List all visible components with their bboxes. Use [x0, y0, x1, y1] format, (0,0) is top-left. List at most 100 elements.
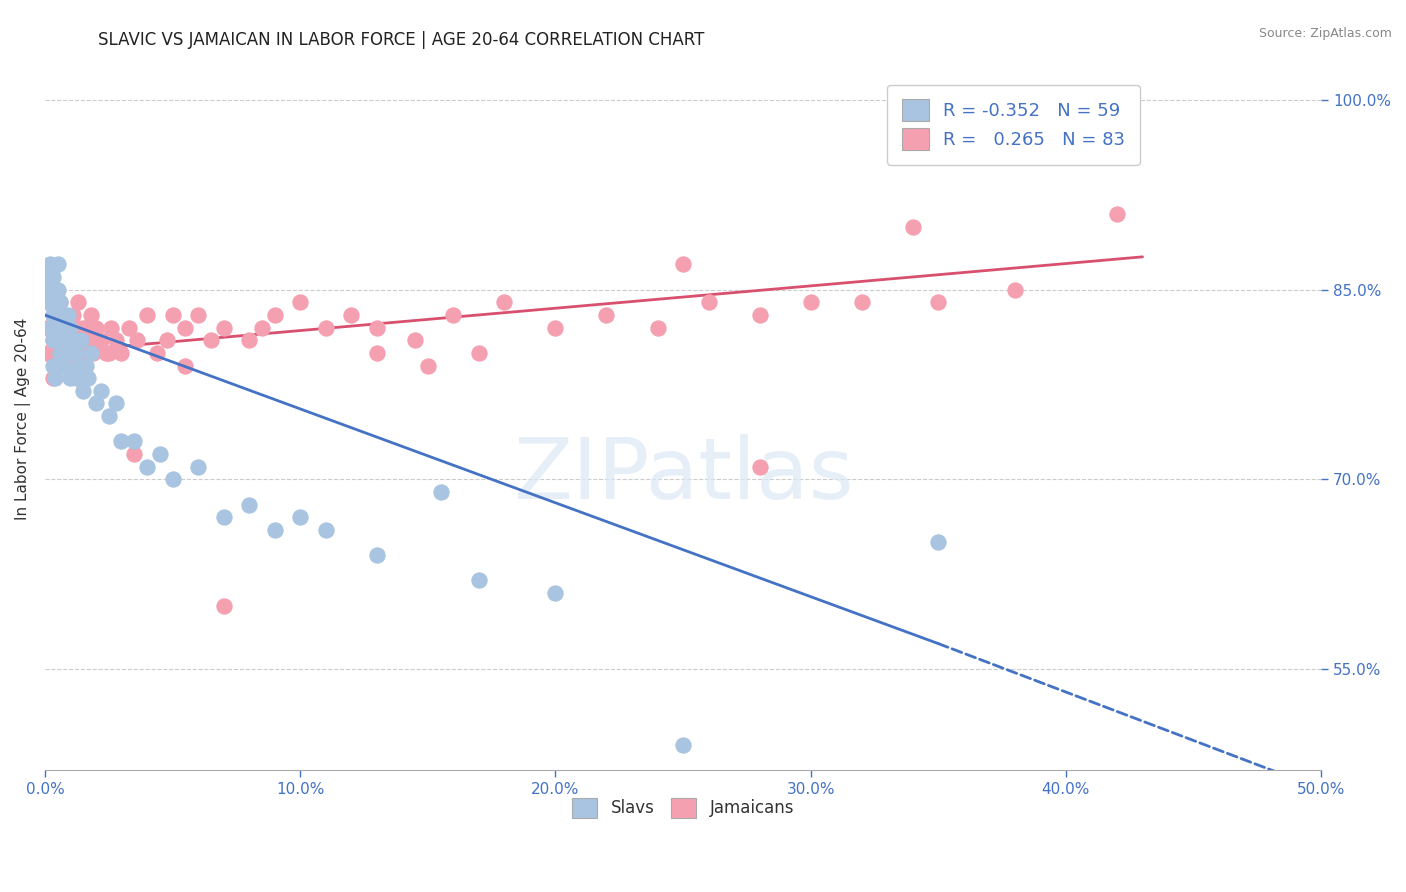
- Point: [52, 333, 75, 347]
- Point: [72, 346, 94, 360]
- Point: [44, 320, 66, 334]
- Text: SLAVIC VS JAMAICAN IN LABOR FORCE | AGE 20-64 CORRELATION CHART: SLAVIC VS JAMAICAN IN LABOR FORCE | AGE …: [98, 31, 704, 49]
- Point: [200, 333, 222, 347]
- Point: [44, 295, 66, 310]
- Point: [39, 257, 62, 271]
- Point: [174, 320, 197, 334]
- Point: [56, 308, 79, 322]
- Text: ZIPatlas: ZIPatlas: [513, 434, 853, 516]
- Point: [46, 333, 69, 347]
- Point: [97, 346, 120, 360]
- Point: [174, 359, 197, 373]
- Point: [212, 320, 235, 334]
- Point: [41, 270, 63, 285]
- Point: [59, 346, 82, 360]
- Point: [67, 359, 90, 373]
- Point: [136, 459, 159, 474]
- Point: [156, 333, 179, 347]
- Point: [94, 346, 117, 360]
- Point: [46, 308, 69, 322]
- Point: [901, 219, 924, 234]
- Point: [238, 498, 260, 512]
- Point: [118, 320, 141, 334]
- Point: [49, 346, 72, 360]
- Point: [136, 308, 159, 322]
- Point: [84, 396, 107, 410]
- Text: Source: ZipAtlas.com: Source: ZipAtlas.com: [1258, 27, 1392, 40]
- Point: [288, 510, 311, 524]
- Point: [238, 333, 260, 347]
- Point: [288, 295, 311, 310]
- Point: [41, 371, 63, 385]
- Point: [212, 599, 235, 613]
- Point: [672, 738, 695, 752]
- Point: [595, 308, 617, 322]
- Point: [125, 333, 148, 347]
- Point: [100, 320, 122, 334]
- Point: [162, 308, 184, 322]
- Point: [39, 320, 62, 334]
- Point: [75, 359, 97, 373]
- Point: [49, 295, 72, 310]
- Point: [52, 333, 75, 347]
- Point: [146, 346, 169, 360]
- Point: [494, 295, 516, 310]
- Point: [404, 333, 426, 347]
- Point: [37, 270, 59, 285]
- Point: [77, 371, 100, 385]
- Point: [672, 257, 695, 271]
- Point: [1004, 283, 1026, 297]
- Point: [122, 447, 145, 461]
- Point: [46, 308, 69, 322]
- Point: [41, 308, 63, 322]
- Point: [41, 359, 63, 373]
- Point: [41, 333, 63, 347]
- Point: [77, 333, 100, 347]
- Point: [39, 283, 62, 297]
- Point: [429, 484, 451, 499]
- Point: [46, 283, 69, 297]
- Point: [53, 320, 76, 334]
- Point: [263, 308, 285, 322]
- Point: [59, 320, 82, 334]
- Point: [59, 320, 82, 334]
- Point: [315, 523, 337, 537]
- Point: [162, 472, 184, 486]
- Point: [62, 308, 84, 322]
- Point: [212, 510, 235, 524]
- Point: [53, 320, 76, 334]
- Point: [56, 333, 79, 347]
- Point: [59, 346, 82, 360]
- Point: [647, 320, 669, 334]
- Point: [65, 371, 87, 385]
- Point: [441, 308, 464, 322]
- Point: [366, 320, 388, 334]
- Point: [52, 333, 75, 347]
- Point: [41, 333, 63, 347]
- Point: [46, 359, 69, 373]
- Point: [697, 295, 720, 310]
- Point: [67, 295, 90, 310]
- Point: [62, 333, 84, 347]
- Point: [59, 371, 82, 385]
- Point: [75, 320, 97, 334]
- Point: [122, 434, 145, 449]
- Point: [65, 346, 87, 360]
- Point: [105, 333, 128, 347]
- Point: [84, 320, 107, 334]
- Point: [187, 459, 209, 474]
- Point: [49, 295, 72, 310]
- Point: [56, 333, 79, 347]
- Point: [44, 346, 66, 360]
- Point: [52, 308, 75, 322]
- Point: [544, 586, 567, 600]
- Point: [110, 346, 132, 360]
- Point: [39, 295, 62, 310]
- Point: [250, 320, 273, 334]
- Point: [82, 346, 104, 360]
- Point: [52, 308, 75, 322]
- Legend: Slavs, Jamaicans: Slavs, Jamaicans: [565, 791, 800, 825]
- Point: [468, 346, 491, 360]
- Point: [37, 320, 59, 334]
- Point: [72, 320, 94, 334]
